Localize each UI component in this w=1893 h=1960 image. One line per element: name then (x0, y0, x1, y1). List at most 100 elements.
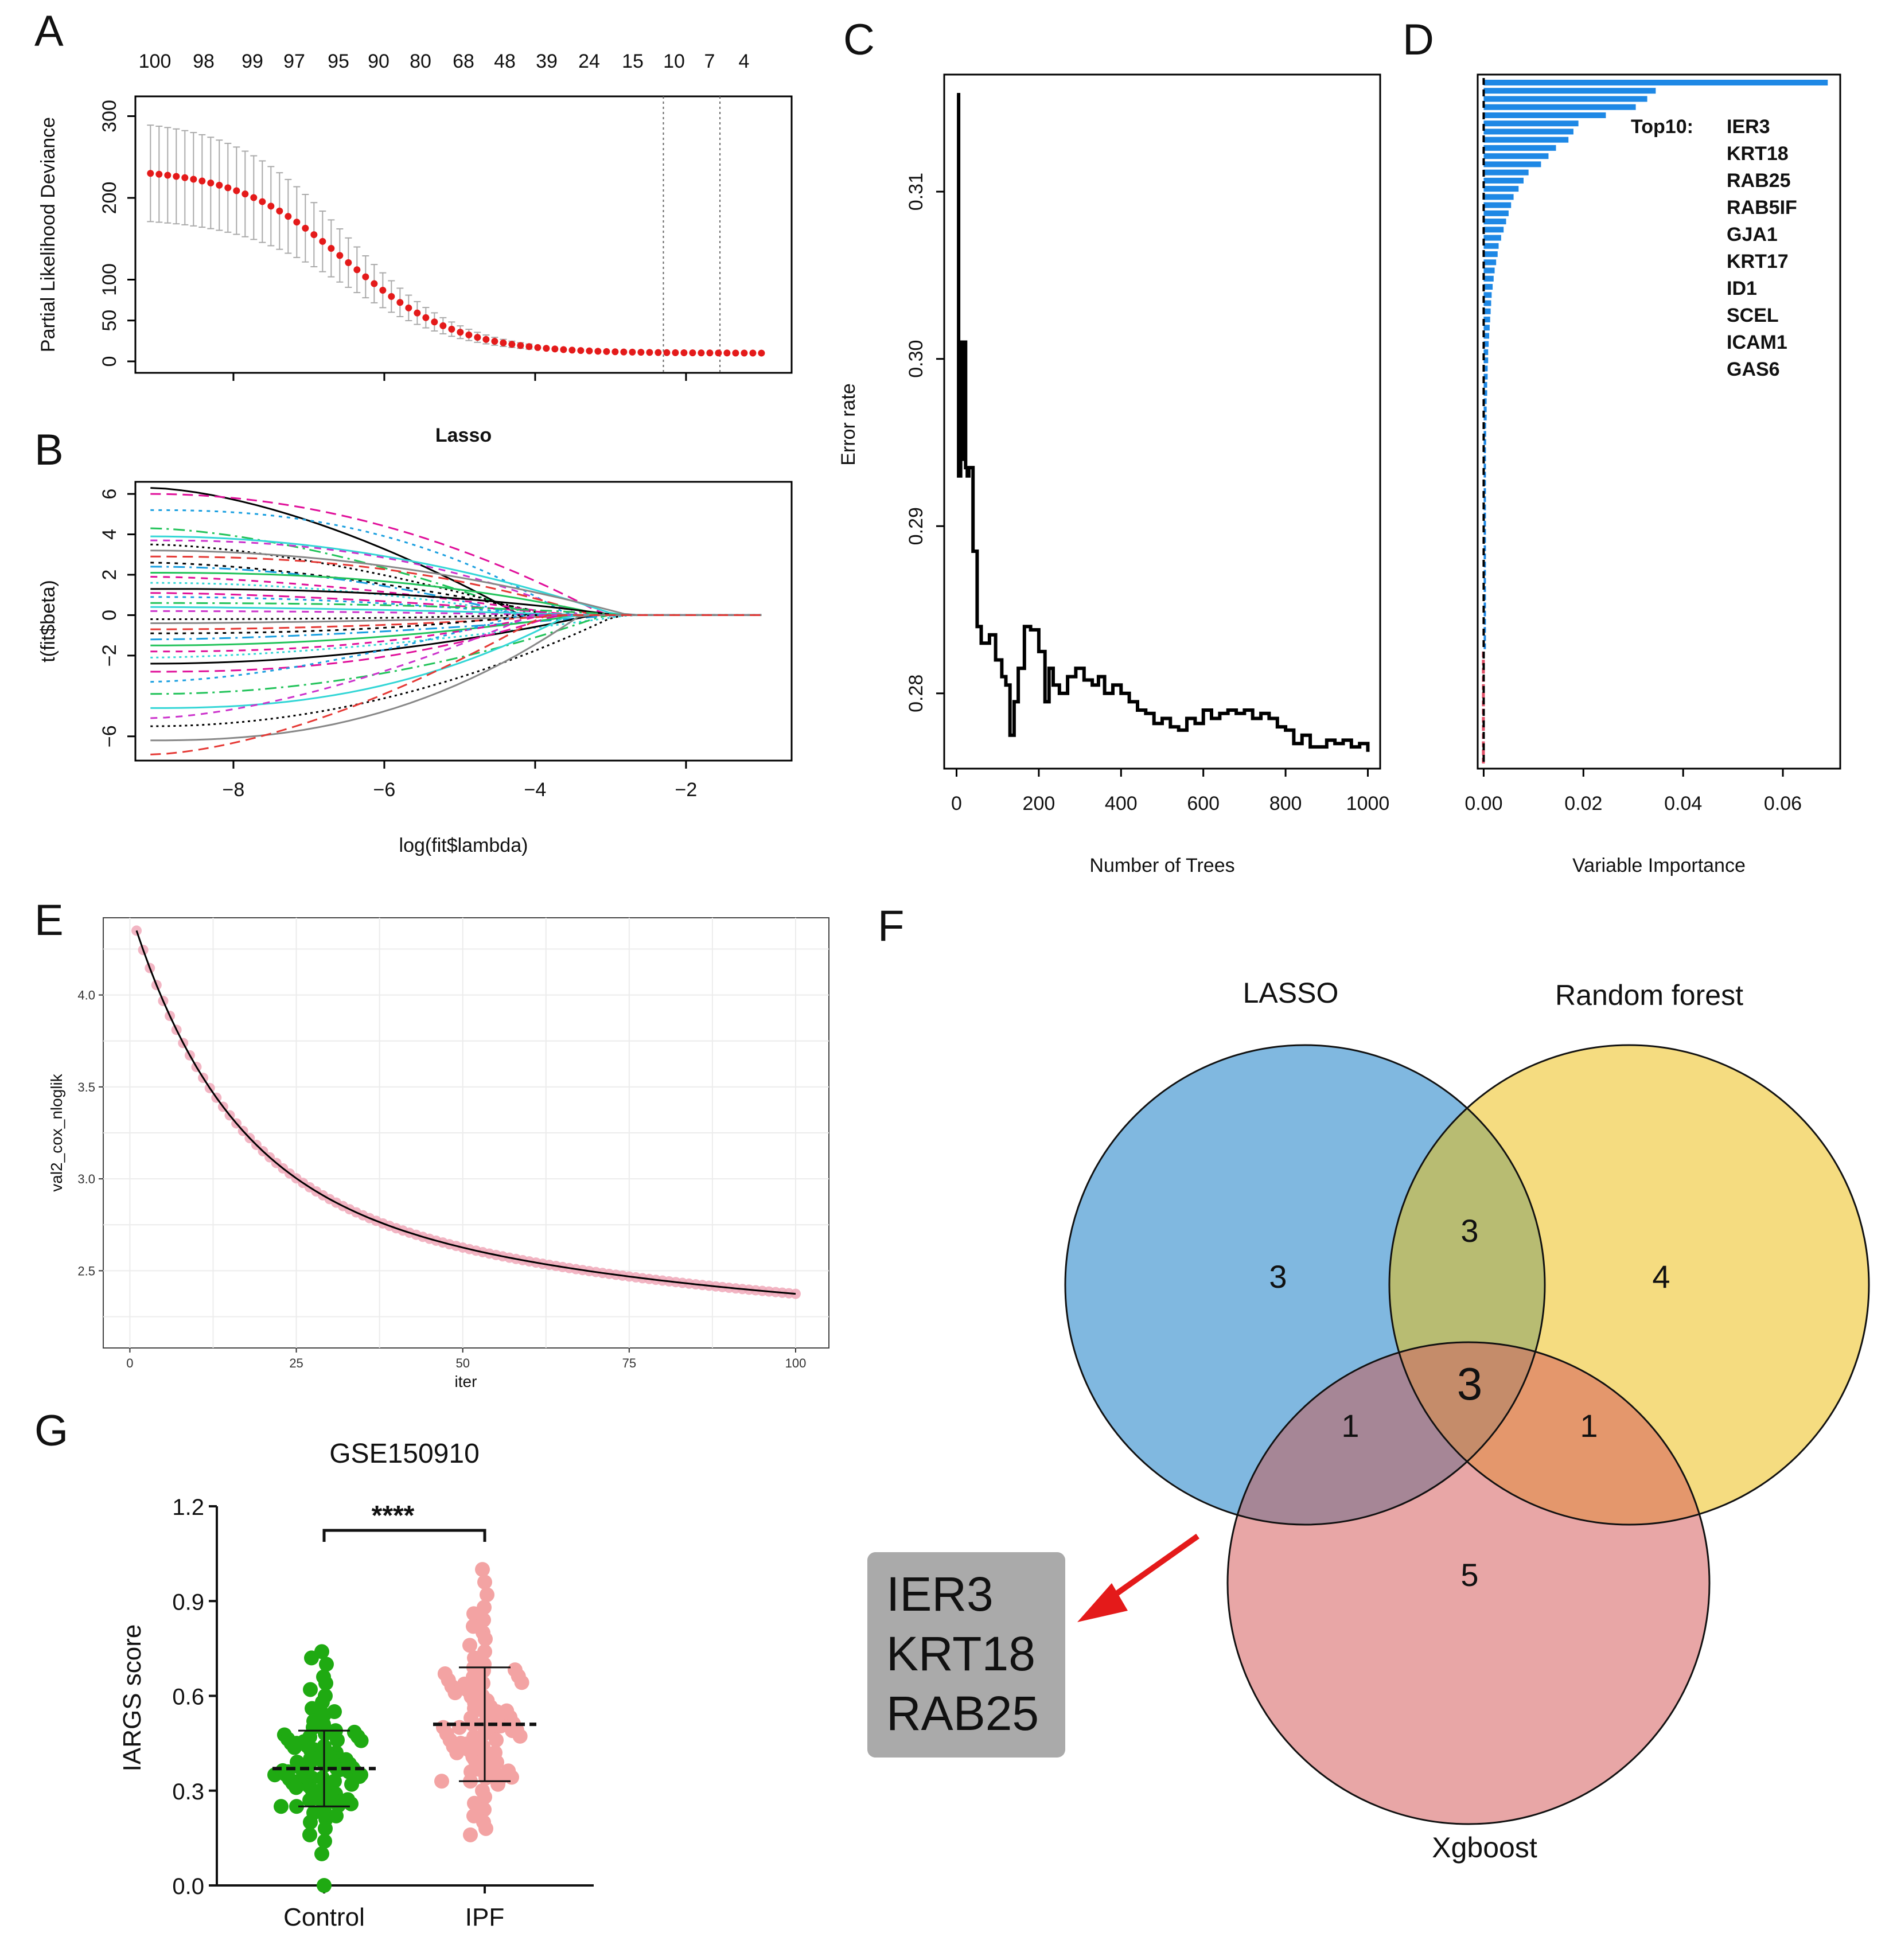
panel-g-dot (462, 1638, 477, 1653)
venn-count-rf-only: 4 (1652, 1258, 1670, 1295)
panel-d-bar (1483, 96, 1647, 102)
panel-c-xtick-label: 200 (1023, 793, 1055, 815)
panel-g-dot (352, 1769, 367, 1784)
panel-g-dot (472, 1762, 488, 1777)
panel-g-iargs-score: GSE150910 IARGS score **** 0.0 0.3 0.6 0.9 1… (118, 1439, 594, 1931)
panel-c-ytick-label: 0.28 (905, 675, 927, 712)
panel-c-error-line (957, 93, 1370, 752)
panel-d-variable-importance: Variable Importance Top10: 0.00 0.02 0.04 0… (1464, 73, 1841, 876)
panel-d-bar (1483, 349, 1489, 355)
panel-d-bar (1483, 610, 1486, 617)
panel-a-top-label: 80 (410, 50, 431, 72)
panel-c-ytick-label: 0.30 (905, 340, 927, 378)
panel-d-bar (1483, 259, 1497, 266)
venn-count-rf-xgb: 1 (1580, 1408, 1598, 1444)
panel-b-lasso-paths: Lasso log(fit$lambda) t(fit$beta) −8 −6 −4… (37, 424, 793, 856)
panel-b-coef-path (150, 572, 762, 616)
panel-d-top-gene: IER3 (1727, 116, 1770, 138)
venn-outline (1064, 1044, 1546, 1526)
panel-a-ytick-label: 100 (99, 263, 120, 296)
panel-b-xtick-label: −6 (373, 779, 396, 801)
panel-a-point (749, 349, 757, 357)
panel-b-xtick-label: −8 (223, 779, 245, 801)
panel-c-ylabel: Error rate (838, 383, 859, 466)
venn-result-gene: KRT18 (886, 1627, 1035, 1681)
panel-b-xtick-label: −2 (675, 779, 698, 801)
panel-a-point (534, 344, 542, 351)
panel-a-point (517, 342, 524, 349)
panel-d-bar (1482, 725, 1485, 731)
panel-a-top-label: 7 (704, 50, 715, 72)
panel-a-ytick-label: 0 (99, 356, 120, 367)
panel-g-dot (289, 1799, 304, 1814)
panel-d-bar (1483, 439, 1486, 445)
panel-a-point (405, 304, 412, 311)
panel-c-xtick-label: 800 (1269, 793, 1302, 815)
panel-g-dot (302, 1827, 317, 1842)
panel-a-point (500, 339, 507, 346)
panel-b-coef-path (150, 614, 762, 695)
venn-count-lasso-only: 3 (1269, 1258, 1287, 1295)
panel-e-ytick-label: 4.0 (77, 988, 95, 1003)
panel-a-point (250, 194, 258, 201)
panel-label-d: D (1403, 15, 1434, 64)
panel-d-bar (1483, 635, 1486, 641)
panel-a-top-label: 97 (283, 50, 305, 72)
venn-count-lasso-xgb: 1 (1341, 1408, 1359, 1444)
panel-g-dot (303, 1814, 318, 1830)
panel-a-point (414, 309, 421, 317)
panel-b-ytick-label: 4 (99, 529, 120, 540)
panel-b-ytick-label: 0 (99, 610, 120, 621)
panel-g-dot (330, 1732, 345, 1748)
venn-result-gene: IER3 (886, 1567, 994, 1621)
panel-g-ylabel: IARGS score (118, 1624, 146, 1772)
panel-d-bar (1483, 406, 1487, 412)
panel-d-bar (1483, 398, 1487, 404)
panel-g-dot (311, 1791, 327, 1806)
panel-g-dot (470, 1702, 486, 1717)
venn-lasso-xgb-overlap-group (1228, 1342, 1545, 1525)
panel-d-bar (1483, 316, 1490, 322)
panel-a-ytick-label: 200 (99, 182, 120, 215)
panel-d-bar (1483, 423, 1486, 429)
panel-d-bar (1483, 373, 1488, 380)
venn-result-gene: RAB25 (886, 1686, 1039, 1740)
panel-g-dot (330, 1798, 346, 1813)
panel-d-bar (1483, 431, 1486, 437)
panel-d-bar (1483, 243, 1499, 249)
panel-a-point (637, 349, 645, 356)
panel-d-bar (1483, 390, 1487, 396)
panel-d-bar (1483, 194, 1514, 200)
panel-d-bar (1483, 161, 1541, 167)
panel-a-point (543, 345, 550, 352)
panel-d-bar (1483, 275, 1494, 282)
panel-d-bar (1483, 325, 1490, 331)
panel-e-xtick-label: 75 (622, 1356, 636, 1370)
panel-c-xtick-label: 1000 (1346, 793, 1390, 815)
panel-a-point (173, 173, 180, 180)
panel-b-xtick-label: −4 (524, 779, 547, 801)
panel-a-point (603, 348, 610, 355)
panel-g-ytick-label: 0.0 (172, 1874, 204, 1899)
panel-e-ytick-label: 3.5 (77, 1080, 95, 1094)
panel-d-bar (1483, 104, 1636, 110)
panel-b-coef-path (150, 614, 762, 727)
panel-d-bar (1483, 365, 1488, 372)
panel-d-bar (1482, 668, 1485, 674)
panel-a-top-label: 4 (739, 50, 750, 72)
panel-g-dot (480, 1587, 494, 1603)
venn-set-label-xgb: Xgboost (1432, 1832, 1537, 1864)
panel-a-top-label: 98 (193, 50, 215, 72)
panel-d-top-gene: KRT18 (1727, 143, 1789, 165)
venn-lasso-xgb-overlap (1228, 1342, 1545, 1525)
panel-a-point (577, 347, 585, 354)
panel-a-point (233, 187, 240, 194)
panel-c-xtick-label: 400 (1105, 793, 1138, 815)
panel-c-xlabel: Number of Trees (1089, 855, 1234, 876)
panel-b-coef-path (150, 562, 762, 616)
panel-b-coef-path (150, 493, 762, 616)
panel-g-dot (287, 1740, 302, 1755)
panel-g-dot (310, 1751, 325, 1766)
panel-b-coef-path (150, 614, 762, 634)
panel-d-bar (1483, 521, 1486, 527)
